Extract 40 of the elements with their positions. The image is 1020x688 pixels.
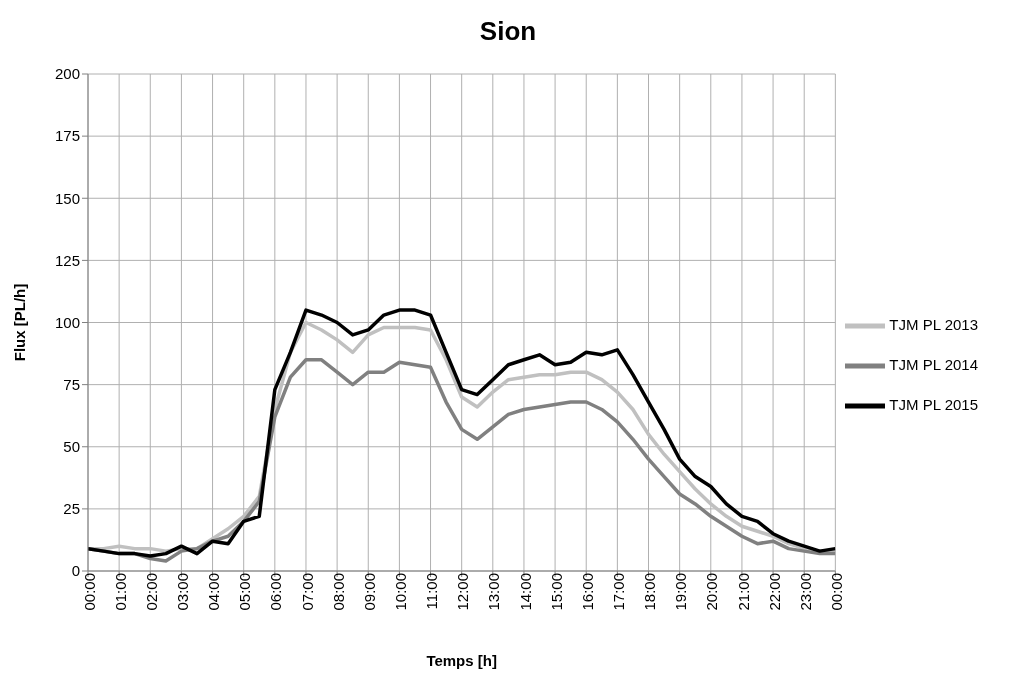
x-tick-label: 12:00 [454,573,472,611]
x-tick-label: 06:00 [267,573,285,611]
x-tick-label: 08:00 [329,573,347,611]
x-axis-title: Temps [h] [426,652,497,669]
x-tick-label: 17:00 [610,573,628,611]
legend-label: TJM PL 2015 [889,395,978,413]
x-tick-label: 21:00 [734,573,752,611]
x-tick-label: 22:00 [765,573,783,611]
legend-label: TJM PL 2014 [889,355,978,373]
x-tick-label: 01:00 [111,573,129,611]
y-tick-label: 175 [54,127,80,145]
x-tick-label: 23:00 [796,573,814,611]
x-tick-label: 03:00 [174,573,192,611]
chart-title: Sion [478,15,538,48]
x-tick-label: 11:00 [423,573,441,610]
y-tick-label: 100 [54,313,80,331]
x-tick-label: 10:00 [392,573,410,611]
x-tick-label: 00:00 [827,573,845,611]
x-tick-label: 13:00 [485,573,503,611]
x-tick-label: 19:00 [672,573,690,611]
x-tick-label: 16:00 [578,573,596,611]
x-tick-label: 05:00 [236,573,254,611]
y-tick-label: 75 [63,375,80,393]
legend-label: TJM PL 2013 [889,315,978,333]
x-tick-label: 02:00 [142,573,160,611]
x-tick-label: 18:00 [641,573,659,611]
y-tick-label: 25 [63,500,80,518]
x-tick-label: 09:00 [360,573,378,611]
y-tick-label: 0 [71,562,80,580]
y-tick-label: 50 [63,438,80,456]
x-tick-label: 07:00 [298,573,316,611]
y-tick-label: 125 [54,251,80,269]
x-tick-label: 00:00 [80,573,98,611]
y-tick-label: 200 [54,65,80,83]
y-axis-title: Flux [PL/h] [11,283,29,362]
y-tick-label: 150 [54,189,80,207]
x-tick-label: 04:00 [205,573,223,611]
x-tick-label: 20:00 [703,573,721,611]
x-tick-label: 14:00 [516,573,534,611]
x-tick-label: 15:00 [547,573,565,611]
